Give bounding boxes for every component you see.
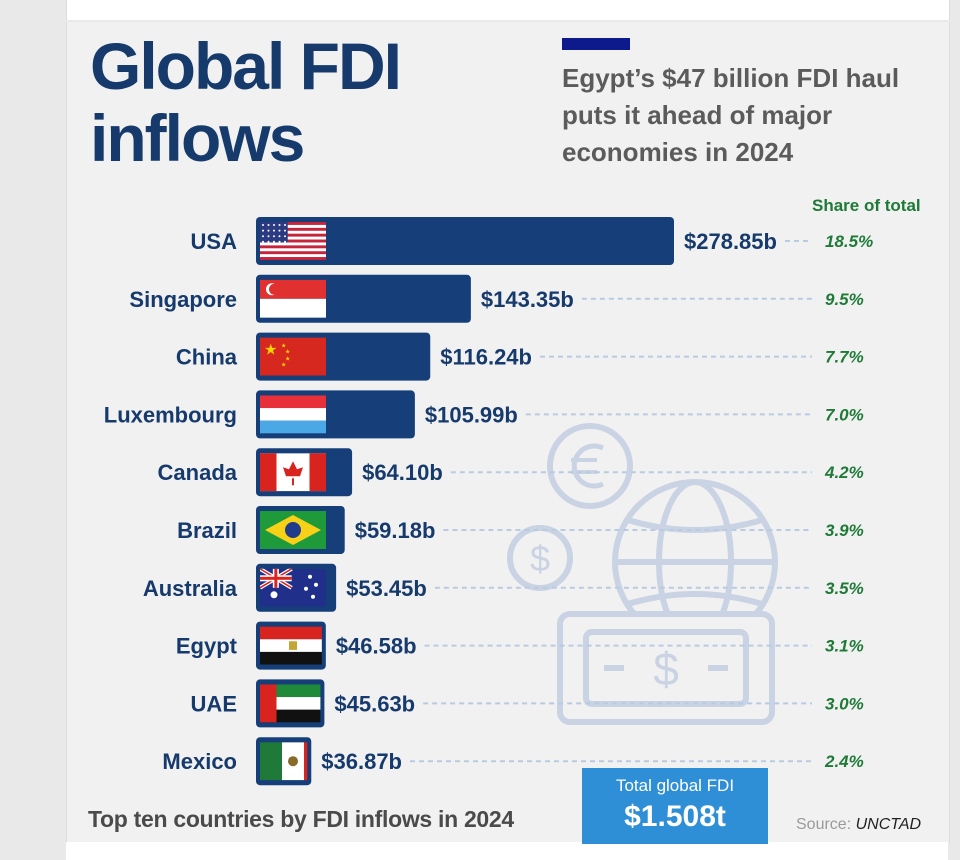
flag-brazil-icon [260,511,326,549]
flag-australia-icon [260,568,326,607]
bar-row-uae: UAE $45.63b 3.0% [191,679,864,728]
country-label: Mexico [162,749,237,774]
share-label: 9.5% [825,290,864,309]
share-label: 4.2% [824,463,864,482]
infographic-card [66,22,950,842]
country-label: China [176,345,238,370]
bar-row-luxembourg: Luxembourg $105.99b 7.0% [104,390,864,439]
country-label: Singapore [129,287,237,312]
share-label: 7.7% [825,348,864,367]
value-label: $64.10b [362,460,443,485]
bar-row-usa: USA $278.85b 18.5% [191,217,873,265]
flag-luxembourg-icon [260,395,326,434]
value-label: $36.87b [321,749,402,774]
bar-row-australia: Australia $53.45b 3.5% [143,563,864,612]
share-label: 2.4% [824,752,864,771]
share-column-header: Share of total [812,196,921,215]
country-label: Luxembourg [104,402,237,427]
bar [256,217,674,265]
country-label: Canada [158,460,238,485]
euro-coin-icon [547,423,633,509]
share-label: 3.0% [825,694,864,713]
country-label: Egypt [176,634,238,659]
country-label: Brazil [177,518,237,543]
page-title: Global FDI inflows [90,29,402,175]
share-label: 3.1% [825,637,864,656]
flag-china-icon: ★ ★★★★ [260,337,326,376]
flag-singapore-icon [260,279,326,318]
share-label: 3.9% [825,521,864,540]
top-strip [66,0,950,20]
value-label: $116.24b [440,345,532,370]
bar-row-brazil: Brazil $59.18b 3.9% [177,506,864,554]
svg-text:★: ★ [285,349,290,356]
value-label: $105.99b [425,402,518,427]
svg-text:★: ★ [281,343,286,350]
source-label: Source: [796,816,852,833]
value-label: $278.85b [684,229,777,254]
flag-mexico-icon [260,742,308,781]
value-label: $45.63b [334,691,415,716]
bar-row-canada: Canada $64.10b 4.2% [158,448,864,497]
bar-row-egypt: Egypt $46.58b 3.1% [176,621,864,670]
share-label: 7.0% [825,405,864,424]
dollar-coin-icon: $ [507,525,573,591]
country-label: UAE [191,691,237,716]
flag-usa-icon [260,222,326,260]
flag-uae-icon [260,684,321,723]
value-label: $53.45b [346,576,427,601]
flag-egypt-icon [260,626,322,665]
flag-canada-icon [260,453,326,492]
share-label: 18.5% [825,232,873,251]
value-label: $59.18b [355,518,436,543]
total-fdi-box: Total global FDI $1.508t [582,768,768,844]
source-credit: Source: UNCTAD [796,816,921,834]
value-label: $46.58b [336,634,417,659]
source-name: UNCTAD [855,816,922,833]
accent-bar [562,38,630,50]
bottom-strip [66,842,948,860]
country-label: Australia [143,576,238,601]
svg-text:★: ★ [264,341,277,359]
banknote-icon: $ [557,611,775,725]
bar-row-mexico: Mexico $36.87b 2.4% [162,737,864,786]
chart-caption: Top ten countries by FDI inflows in 2024 [88,806,514,832]
share-label: 3.5% [825,579,864,598]
svg-text:★: ★ [281,362,286,369]
country-label: USA [191,229,238,254]
bar-row-china: China ★ ★★★★ $116.24b 7.7% [176,332,864,381]
value-label: $143.35b [481,287,574,312]
bar-row-singapore: Singapore $143.35b 9.5% [129,274,864,323]
svg-text:$: $ [530,538,550,579]
svg-text:★: ★ [285,356,290,363]
svg-text:$: $ [653,643,679,695]
page-subtitle: Egypt’s $47 billion FDI haul puts it ahe… [562,63,900,167]
total-fdi-value: $1.508t [624,800,726,833]
total-fdi-label: Total global FDI [615,776,735,795]
